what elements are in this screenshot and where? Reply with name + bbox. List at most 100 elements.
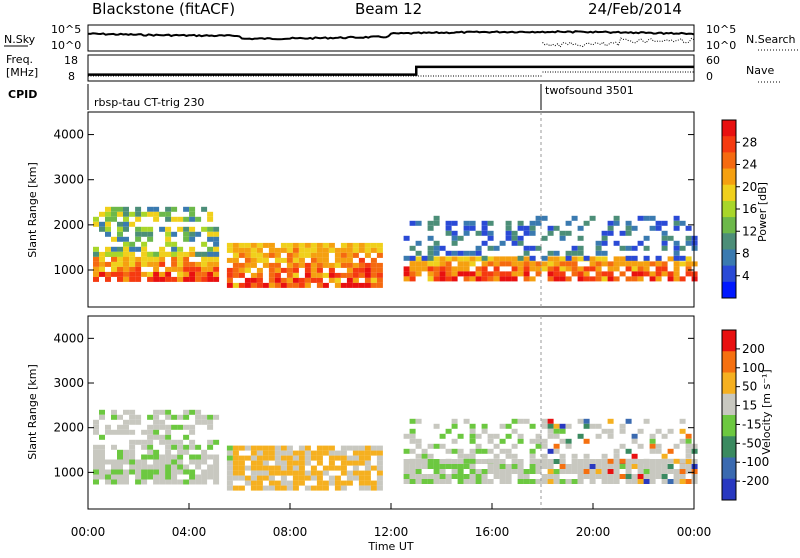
velocity-cell-319: [310, 465, 317, 471]
power-cell-230: [226, 247, 233, 253]
velocity-cell-525: [577, 459, 584, 464]
power-cell-99: [201, 276, 208, 282]
power-cell-303: [286, 247, 293, 253]
power-colorbar-tick-label-6: 4: [742, 269, 750, 283]
power-cell-48: [147, 256, 154, 262]
velocity-cell-289: [286, 460, 293, 466]
freq-trace: [88, 65, 694, 76]
velocity-cell-361: [346, 470, 353, 476]
velocity-cell-237: [250, 455, 257, 461]
power-cell-140: [117, 251, 123, 257]
velocity-cell-375: [358, 470, 365, 476]
velocity-cell-658: [481, 423, 488, 429]
power-cell-566: [595, 271, 602, 277]
velocity-cell-150: [147, 444, 154, 450]
power-cell-44: [141, 256, 148, 262]
velocity-cell-362: [346, 475, 353, 481]
velocity-cell-705: [553, 448, 560, 454]
velocity-cell-234: [244, 480, 251, 486]
velocity-cell-534: [589, 459, 596, 464]
velocity-cell-242: [250, 480, 257, 486]
power-cell-274: [256, 282, 263, 288]
power-cell-96: [201, 261, 208, 267]
power-cell-151: [129, 221, 136, 227]
power-colorbar-swatch-10: [722, 281, 736, 299]
velocity-cell-80: [183, 469, 190, 475]
velocity-cell-629: [427, 443, 434, 449]
velocity-cell-367: [352, 460, 359, 466]
power-cell-21: [117, 256, 123, 262]
velocity-cell-320: [310, 470, 317, 476]
velocity-cell-578: [643, 474, 650, 479]
velocity-cell-734: [619, 428, 626, 434]
power-cell-594: [637, 271, 644, 277]
velocity-cell-463: [481, 474, 488, 479]
velocity-cell-8: [99, 464, 105, 470]
power-cell-612: [667, 271, 674, 277]
power-cell-190: [171, 231, 178, 237]
power-cell-654: [451, 230, 458, 236]
power-cell-441: [421, 266, 428, 272]
power-cell-715: [565, 220, 572, 226]
velocity-cell-481: [505, 479, 512, 484]
power-cell-631: [409, 245, 416, 251]
velocity-cell-3: [93, 469, 99, 475]
power-cell-365: [334, 247, 341, 253]
power-cell-739: [613, 215, 620, 221]
velocity-cell-547: [601, 479, 608, 484]
velocity-cell-29: [123, 474, 129, 480]
velocity-cell-532: [583, 469, 590, 474]
power-cell-392: [352, 267, 359, 273]
power-cell-328: [304, 247, 311, 253]
power-cell-440: [421, 261, 428, 267]
power-cell-137: [117, 231, 123, 237]
velocity-cell-286: [286, 445, 293, 451]
power-cell-223: [213, 226, 220, 232]
power-colorbar-tick-label-1: 24: [742, 158, 757, 172]
velocity-cell-469: [493, 459, 500, 464]
power-cell-704: [535, 245, 542, 251]
power-cell-455: [439, 271, 446, 277]
velocity-cell-198: [201, 449, 208, 455]
power-cell-206: [189, 231, 196, 237]
power-cell-539: [559, 261, 566, 267]
power-cell-335: [310, 242, 317, 248]
power-cell-765: [661, 235, 668, 241]
velocity-cell-400: [376, 480, 383, 486]
power-cell-18: [111, 266, 117, 272]
power-cell-696: [523, 250, 530, 256]
power-cell-661: [463, 225, 470, 231]
power-cell-298: [280, 257, 287, 263]
power-cell-632: [409, 255, 416, 261]
power-cell-387: [346, 282, 353, 288]
power-cell-241: [232, 267, 239, 273]
velocity-cell-216: [232, 450, 239, 456]
power-cell-340: [310, 267, 317, 273]
power-cell-609: [661, 266, 668, 272]
velocity-cell-383: [364, 465, 371, 471]
power-y-tick-label-0: 1000: [53, 263, 84, 277]
power-cell-176: [159, 211, 166, 217]
power-cell-211: [195, 251, 202, 257]
power-cell-530: [547, 266, 554, 272]
nsearch-tick-bottom: 10^0: [706, 39, 736, 52]
power-cell-224: [213, 231, 220, 237]
velocity-cell-571: [637, 464, 644, 469]
velocity-cell-577: [643, 469, 650, 474]
power-cell-681: [505, 220, 512, 226]
power-cell-110: [213, 271, 220, 277]
power-cell-559: [589, 256, 596, 262]
power-cell-282: [268, 252, 275, 258]
velocity-cell-719: [583, 438, 590, 444]
power-cell-462: [451, 256, 458, 262]
velocity-cell-378: [358, 485, 365, 491]
power-cell-413: [370, 257, 377, 263]
power-cell-361: [328, 262, 335, 268]
velocity-cell-59: [159, 469, 166, 475]
power-cell-95: [201, 256, 208, 262]
power-cell-143: [123, 216, 129, 222]
power-cell-327: [304, 242, 311, 248]
velocity-cell-334: [322, 470, 329, 476]
velocity-cell-92: [201, 454, 208, 460]
